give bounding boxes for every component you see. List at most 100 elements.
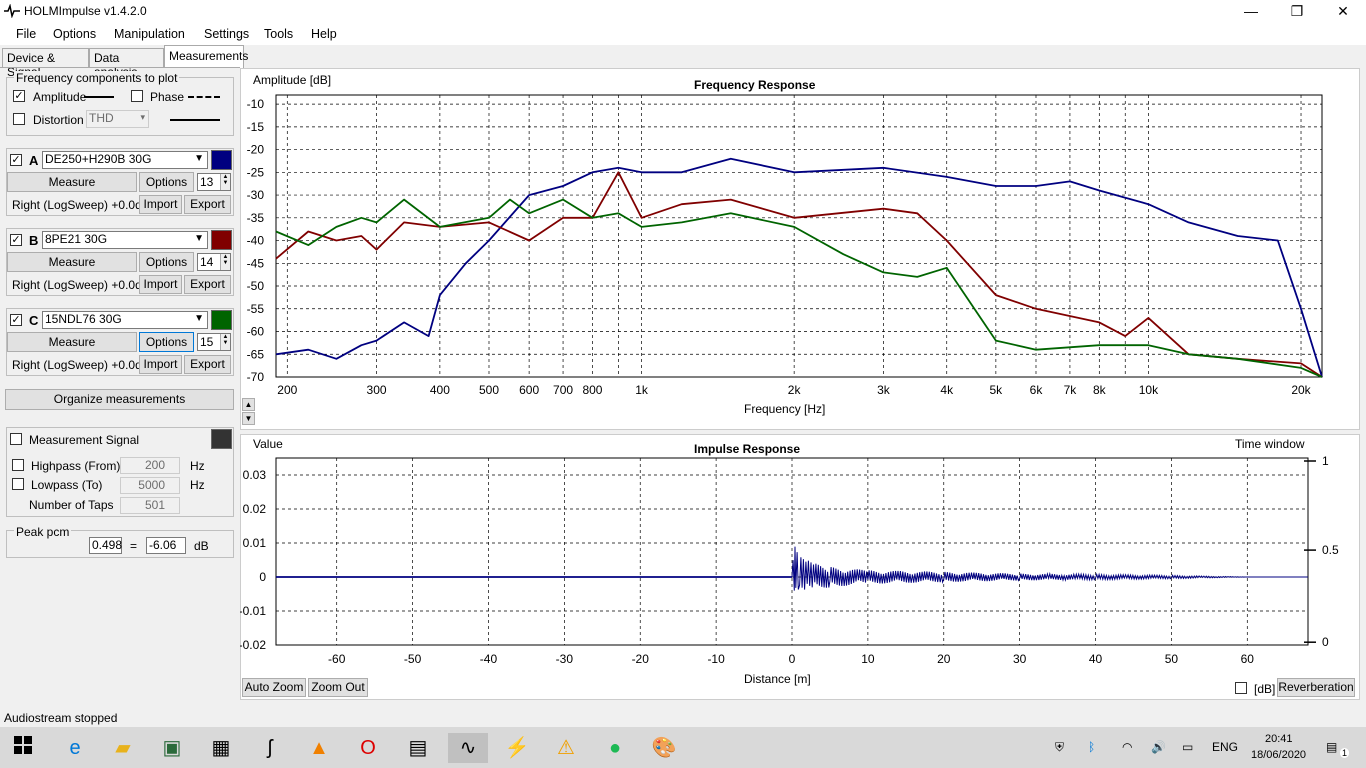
measurement-c-import-button[interactable]: Import xyxy=(139,355,182,374)
organize-measurements-button[interactable]: Organize measurements xyxy=(5,389,234,410)
holmimpulse-task-icon[interactable]: ∿ xyxy=(448,733,488,763)
calculator-icon[interactable]: ▦ xyxy=(211,737,231,759)
battery-icon[interactable]: ▭ xyxy=(1182,740,1194,754)
language-indicator[interactable]: ENG xyxy=(1212,740,1239,754)
measurement-a-color[interactable] xyxy=(211,150,232,170)
freq-ytick-label: -10 xyxy=(247,97,265,111)
app-icon-1[interactable]: ▣ xyxy=(162,737,182,759)
measurement-c-smoothing[interactable]: 15 ▲ ▼ xyxy=(197,333,231,351)
measurement-c-export-button[interactable]: Export xyxy=(184,355,231,374)
time-window-tick-label: 1 xyxy=(1322,454,1329,468)
spotify-icon[interactable]: ● xyxy=(608,737,622,759)
measurement-a-measure-button[interactable]: Measure xyxy=(7,172,137,192)
windows-start-icon[interactable] xyxy=(8,733,38,763)
notification-icon[interactable]: ▤ xyxy=(1326,740,1338,754)
spinner-icon[interactable]: ▲ ▼ xyxy=(220,174,230,190)
opera-icon[interactable]: O xyxy=(360,737,376,759)
tab-device-signal[interactable]: Device & Signal xyxy=(2,48,89,79)
menu-settings[interactable]: Settings xyxy=(204,27,250,41)
impulse-response-plot[interactable]: -60 -50 -40 -30 -20 -10 0 10 20 30 40 50 600.030.020… xyxy=(240,434,1360,700)
menu-help[interactable]: Help xyxy=(311,27,337,41)
spinner-icon[interactable]: ▲ ▼ xyxy=(220,254,230,270)
shield-icon[interactable]: ⛨ xyxy=(1055,740,1065,754)
app-icon-5[interactable]: ⚠ xyxy=(557,737,575,759)
measurement-c-measure-button[interactable]: Measure xyxy=(7,332,137,352)
freq-xtick-label: 300 xyxy=(367,383,387,397)
imp-xtick-label: -40 xyxy=(480,652,498,666)
scroll-down-button[interactable]: ▼ xyxy=(242,412,255,425)
measurement-b-export-button[interactable]: Export xyxy=(184,275,231,294)
measurement-a-options-button[interactable]: Options xyxy=(139,172,194,192)
measurement-c-color[interactable] xyxy=(211,310,232,330)
measurement-c-panel xyxy=(6,308,234,376)
measurement-c-name[interactable]: 15NDL76 30G ▼ xyxy=(42,311,208,329)
volume-icon[interactable]: 🔊 xyxy=(1151,740,1166,754)
distortion-select[interactable]: THD ▾ xyxy=(86,110,149,128)
close-button[interactable]: ✕ xyxy=(1337,3,1349,19)
freq-xtick-label: 5k xyxy=(990,383,1004,397)
minimize-button[interactable]: — xyxy=(1244,3,1258,19)
measurement-signal-checkbox[interactable] xyxy=(10,433,22,445)
app-icon-4[interactable]: ⚡ xyxy=(504,737,530,759)
reverberation-button[interactable]: Reverberation xyxy=(1277,678,1355,697)
bluetooth-icon[interactable]: ᛒ xyxy=(1088,740,1096,754)
db-checkbox[interactable] xyxy=(1235,682,1247,694)
freq-xtick-label: 500 xyxy=(479,383,499,397)
freq-xtick-label: 700 xyxy=(553,383,573,397)
frequency-response-plot[interactable]: 200 300 400 500 600 700 800 1k 2k 3k 4k 5k 6k 7k 8k 10k… xyxy=(240,68,1360,430)
measurement-b-color[interactable] xyxy=(211,230,232,250)
tab-measurements[interactable]: Measurements xyxy=(164,45,248,68)
measurement-a-name[interactable]: DE250+H290B 30G ▼ xyxy=(42,151,208,169)
clock-date[interactable]: 18/06/2020 xyxy=(1251,749,1307,761)
lowpass-checkbox[interactable] xyxy=(12,478,24,490)
menu-file[interactable]: File xyxy=(16,27,37,41)
lowpass-input[interactable]: 5000 xyxy=(120,477,180,494)
taps-input[interactable]: 501 xyxy=(120,497,180,514)
paint-icon[interactable]: 🎨 xyxy=(651,737,677,759)
menu-options[interactable]: Options xyxy=(53,27,97,41)
vlc-icon[interactable]: ▲ xyxy=(309,737,329,759)
freq-xtick-label: 6k xyxy=(1030,383,1044,397)
imp-xtick-label: 40 xyxy=(1089,652,1103,666)
taps-label: Number of Taps xyxy=(29,498,114,512)
app-icon-3[interactable]: ▤ xyxy=(408,737,428,759)
measurement-b-import-button[interactable]: Import xyxy=(139,275,182,294)
spinner-icon[interactable]: ▲ ▼ xyxy=(220,334,230,350)
tab-data-analysis[interactable]: Data analysis xyxy=(89,48,164,79)
menu-tools[interactable]: Tools xyxy=(264,27,294,41)
measurement-a-smoothing[interactable]: 13 ▲ ▼ xyxy=(197,173,231,191)
measurement-a-checkbox[interactable]: ✓ xyxy=(10,154,22,166)
maximize-button[interactable]: ❐ xyxy=(1290,3,1304,19)
scroll-up-button[interactable]: ▲ xyxy=(242,398,255,411)
folder-icon[interactable]: ▰ xyxy=(115,737,131,759)
measurement-b-measure-button[interactable]: Measure xyxy=(7,252,137,272)
measurement-b-smoothing[interactable]: 14 ▲ ▼ xyxy=(197,253,231,271)
highpass-checkbox[interactable] xyxy=(12,459,24,471)
zoom-out-button[interactable]: Zoom Out xyxy=(308,678,368,697)
distortion-checkbox[interactable] xyxy=(13,113,25,125)
app-icon-2[interactable]: ʃ xyxy=(267,737,273,759)
imp-ytick-label: 0.03 xyxy=(243,468,267,482)
measurement-a-import-button[interactable]: Import xyxy=(139,195,182,214)
measurement-b-name[interactable]: 8PE21 30G ▼ xyxy=(42,231,208,249)
measurement-c-letter: C xyxy=(29,313,39,328)
clock-time[interactable]: 20:41 xyxy=(1265,733,1293,745)
measurement-c-smoothing-value: 15 xyxy=(200,335,214,349)
amplitude-checkbox[interactable]: ✓ xyxy=(13,90,25,102)
imp-xtick-label: -30 xyxy=(556,652,574,666)
edge-icon[interactable]: e xyxy=(69,737,81,759)
chevron-down-icon: ▾ xyxy=(140,112,145,122)
auto-zoom-button[interactable]: Auto Zoom xyxy=(242,678,306,697)
time-window-tick-label: 0.5 xyxy=(1322,543,1339,557)
menu-manipulation[interactable]: Manipulation xyxy=(114,27,185,41)
signal-color[interactable] xyxy=(211,429,232,449)
measurement-b-checkbox[interactable]: ✓ xyxy=(10,234,22,246)
wifi-icon[interactable]: ◠ xyxy=(1122,740,1133,754)
measurement-a-panel xyxy=(6,148,234,216)
measurement-b-options-button[interactable]: Options xyxy=(139,252,194,272)
measurement-c-options-button[interactable]: Options xyxy=(139,332,194,352)
phase-checkbox[interactable] xyxy=(131,90,143,102)
measurement-c-checkbox[interactable]: ✓ xyxy=(10,314,22,326)
highpass-input[interactable]: 200 xyxy=(120,457,180,474)
measurement-a-export-button[interactable]: Export xyxy=(184,195,231,214)
